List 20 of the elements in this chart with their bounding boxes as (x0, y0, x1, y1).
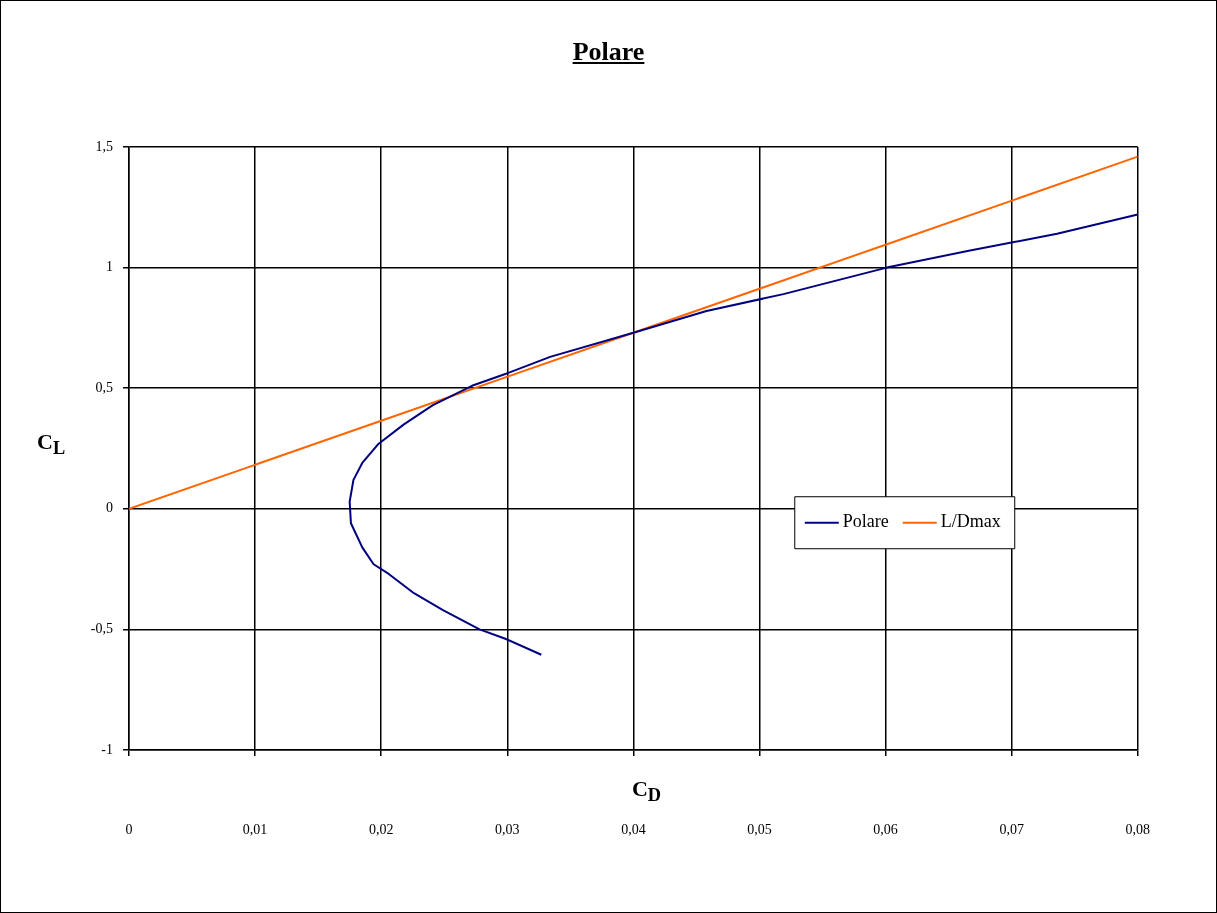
y-tick-label: 1,5 (95, 138, 113, 154)
x-tick-label: 0,07 (999, 822, 1024, 838)
y-tick-label: -0,5 (90, 621, 113, 637)
x-tick-label: 0,04 (621, 822, 646, 838)
x-tick-label: 0,01 (242, 822, 268, 838)
legend-label: Polare (842, 511, 889, 532)
x-tick-label: 0,05 (747, 822, 772, 838)
y-tick-label: -1 (101, 741, 113, 757)
x-axis-title: C$_{D}$ (630, 776, 663, 807)
y-axis-title: C$_{L}$ (37, 429, 66, 460)
y-tick-label: 0,5 (95, 379, 113, 395)
chart-title: Polare (571, 37, 646, 67)
y-tick-label: 1 (106, 259, 113, 275)
legend-label: L/Dmax (940, 511, 1001, 532)
y-tick-label: 0 (106, 500, 113, 516)
x-tick-label: 0,06 (873, 822, 898, 838)
x-tick-label: 0,03 (495, 822, 520, 838)
x-tick-label: 0 (125, 822, 133, 838)
x-tick-label: 0,02 (368, 822, 394, 838)
x-tick-label: 0,08 (1125, 822, 1150, 838)
